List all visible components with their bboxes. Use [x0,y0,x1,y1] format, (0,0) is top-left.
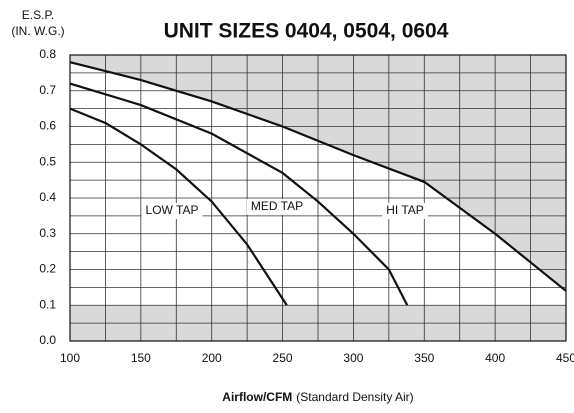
y-tick-label: 0.1 [39,297,56,311]
x-axis-label-rest: (Standard Density Air) [296,390,413,404]
series-label: LOW TAP [146,203,199,217]
y-axis-label: E.S.P. [22,8,54,22]
chart-title: UNIT SIZES 0404, 0504, 0604 [164,20,449,43]
series-line [69,82,409,306]
x-axis-label: Airflow/CFM (Standard Density Air) [222,390,413,404]
y-axis-label: (IN. W.G.) [11,24,64,38]
y-tick-label: 0.0 [39,333,56,347]
y-tick-label: 0.7 [39,83,56,97]
series-label: HI TAP [386,203,424,217]
y-tick-label: 0.3 [39,226,56,240]
x-tick-label: 200 [202,351,222,365]
plot-border [69,54,567,342]
series-label-bg [141,203,203,219]
y-tick-label: 0.8 [39,47,56,61]
x-tick-label: 350 [414,351,434,365]
shaded-region [70,55,566,291]
x-tick-label: 100 [60,351,80,365]
series-line [69,61,567,292]
series-label: MED TAP [251,199,303,213]
x-tick-label: 300 [343,351,363,365]
y-tick-label: 0.5 [39,154,56,168]
y-tick-label: 0.6 [39,119,56,133]
x-tick-label: 250 [273,351,293,365]
series-line [69,107,288,306]
y-tick-label: 0.4 [39,190,56,204]
series-label-bg [246,199,308,215]
x-tick-label: 150 [131,351,151,365]
x-tick-label: 400 [485,351,505,365]
y-tick-label: 0.2 [39,262,56,276]
x-tick-label: 450 [556,351,574,365]
x-axis-label-bold: Airflow/CFM [222,390,292,404]
series-label-bg [382,203,428,219]
